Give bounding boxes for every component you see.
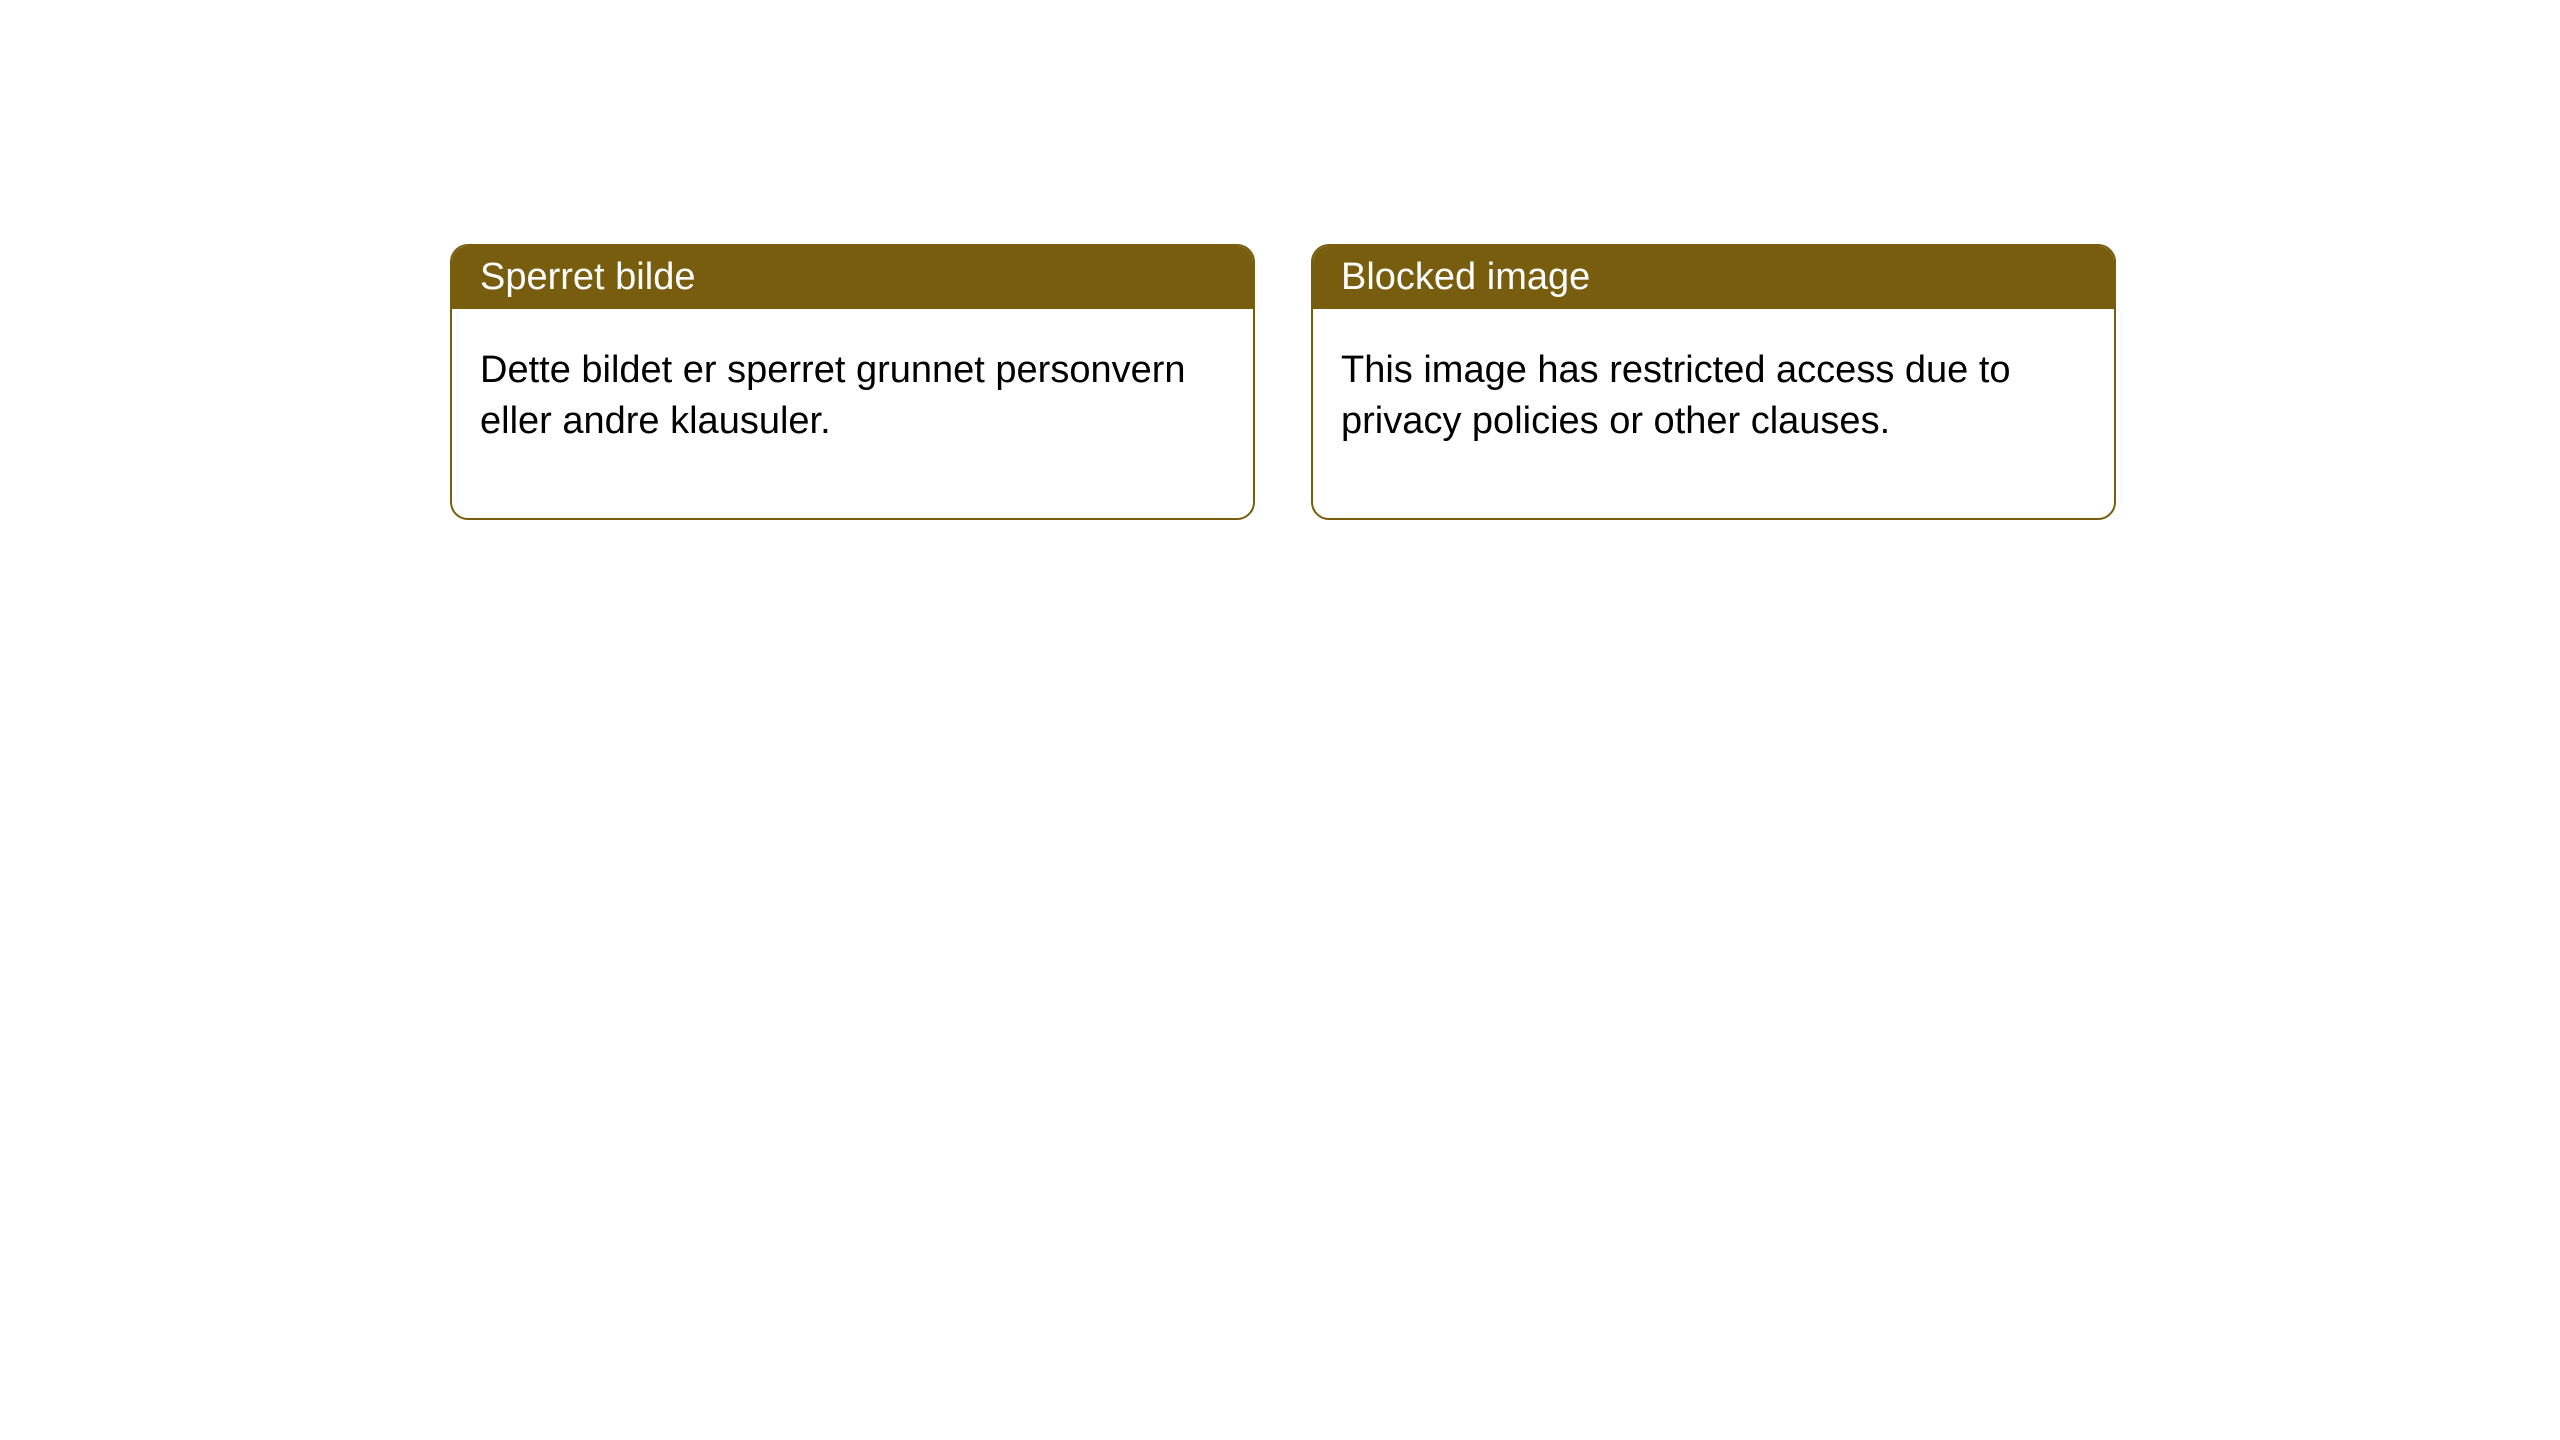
card-body-text: Dette bildet er sperret grunnet personve… (480, 349, 1186, 442)
card-body: Dette bildet er sperret grunnet personve… (452, 309, 1253, 518)
notice-card-norwegian: Sperret bilde Dette bildet er sperret gr… (450, 244, 1255, 520)
notice-container: Sperret bilde Dette bildet er sperret gr… (0, 0, 2560, 520)
card-title: Blocked image (1341, 256, 1590, 298)
card-header: Blocked image (1313, 246, 2114, 309)
card-body-text: This image has restricted access due to … (1341, 349, 2011, 442)
notice-card-english: Blocked image This image has restricted … (1311, 244, 2116, 520)
card-body: This image has restricted access due to … (1313, 309, 2114, 518)
card-header: Sperret bilde (452, 246, 1253, 309)
card-title: Sperret bilde (480, 256, 695, 298)
